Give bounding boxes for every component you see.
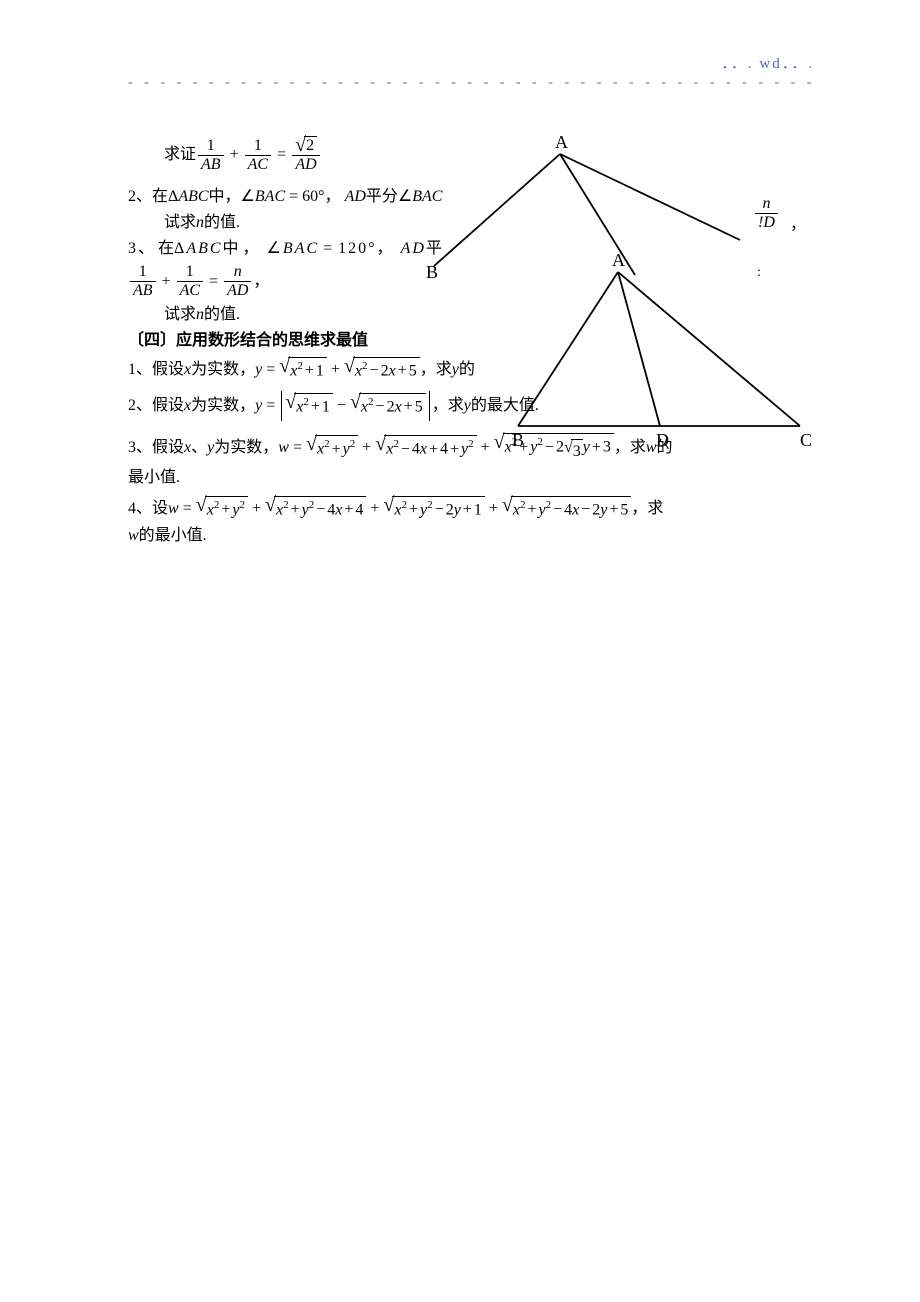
abc-1: ABC <box>178 185 208 209</box>
bac-1: BAC <box>255 185 285 209</box>
q3-line-b: 最小值. <box>128 466 820 490</box>
p2-text-a: 、在 <box>136 185 168 209</box>
header: ．．. wd．．. - - - - - - - - - - - - - - - … <box>128 52 820 91</box>
ad-1: AD <box>345 185 366 209</box>
page: ．．. wd．．. - - - - - - - - - - - - - - - … <box>0 0 920 1302</box>
p2-text-b: 中， <box>209 185 241 209</box>
vertex-d2-label: D <box>656 430 669 450</box>
plus-1: + <box>230 143 239 167</box>
q4-line-a: 4 、设 w= √x2+y2 + √x2+y2−4x+4 + √x2+y2−2y… <box>128 496 820 522</box>
sqrt-x2p1: √x2+1 <box>279 357 327 383</box>
vertex-c2-label: C <box>800 430 812 450</box>
frac-1-ab: 1 AB <box>198 137 224 175</box>
frac-1-ac: 1 AC <box>245 137 271 175</box>
p2-text-c: 平分 <box>366 185 398 209</box>
vertex-a-label: A <box>555 132 568 152</box>
prove-label: 求证 <box>164 143 196 167</box>
num-2: 2 <box>128 185 136 209</box>
triangle-cevian-icon: A B D C <box>500 250 840 450</box>
angle-1: ∠ <box>241 185 255 209</box>
header-dashes: - - - - - - - - - - - - - - - - - - - - … <box>128 75 820 91</box>
header-label: ．．. wd．．. <box>128 52 820 73</box>
frac-sqrt2-ad: √2 AD <box>292 136 320 175</box>
frac-1-ac-2: 1 AC <box>177 263 203 301</box>
abs-expr: √x2+1 − √x2−2x+5 <box>281 391 429 421</box>
frac-1-ab-2: 1 AB <box>130 263 156 301</box>
vertex-b-label: B <box>426 262 438 280</box>
frac-n-ad: n AD <box>224 263 251 301</box>
eq-1: = <box>277 143 286 167</box>
vertex-b2-label: B <box>512 430 524 450</box>
vertex-a2-label: A <box>612 250 625 270</box>
num-3: 3 <box>128 237 138 261</box>
delta-1: Δ <box>168 185 178 209</box>
figure-2: A B D C <box>500 250 840 450</box>
q4-line-b: w 的最小值. <box>128 524 820 548</box>
sqrt-x2m2xp5: √x2−2x+5 <box>344 357 420 383</box>
